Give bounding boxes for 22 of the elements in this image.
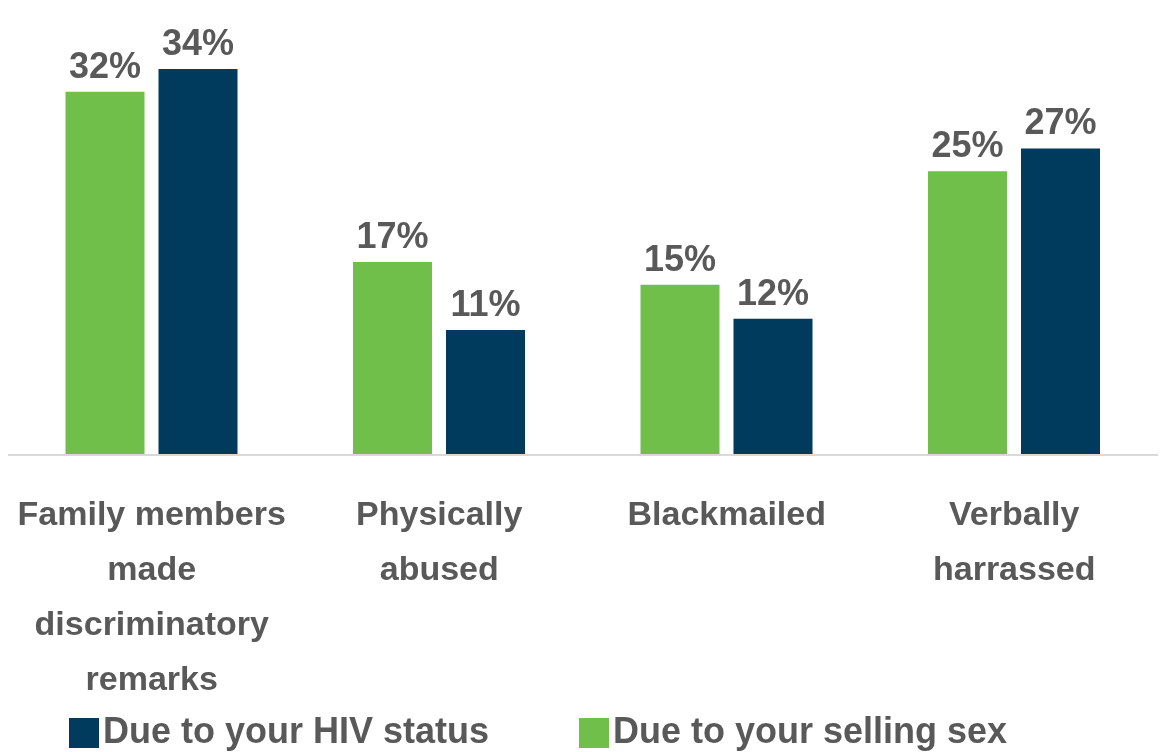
data-label: 25%: [931, 124, 1004, 166]
data-label: 32%: [68, 44, 142, 86]
x-tick-label: Blackmailed: [627, 494, 826, 532]
x-tick-label: Physically abused: [356, 494, 523, 587]
bar: [158, 69, 238, 455]
legend-label: Due to your selling sex: [612, 710, 1008, 751]
data-label: 12%: [736, 271, 810, 313]
data-label: 15%: [643, 237, 717, 279]
data-label: 34%: [161, 22, 235, 63]
bar: [1021, 148, 1100, 455]
bar: [446, 330, 525, 455]
data-label: 27%: [1024, 101, 1097, 143]
data-label: 17%: [356, 215, 429, 256]
x-tick-label: Verbally harrassed: [932, 494, 1096, 587]
data-label: 11%: [450, 283, 521, 325]
bar: [640, 284, 720, 455]
bar: [353, 262, 432, 455]
bar: [733, 318, 813, 455]
x-tick-label: Family members made discriminatory remarks: [17, 494, 286, 697]
legend-label: Due to your HIV status: [102, 710, 489, 751]
bar: [928, 171, 1007, 455]
bar: [65, 91, 145, 455]
